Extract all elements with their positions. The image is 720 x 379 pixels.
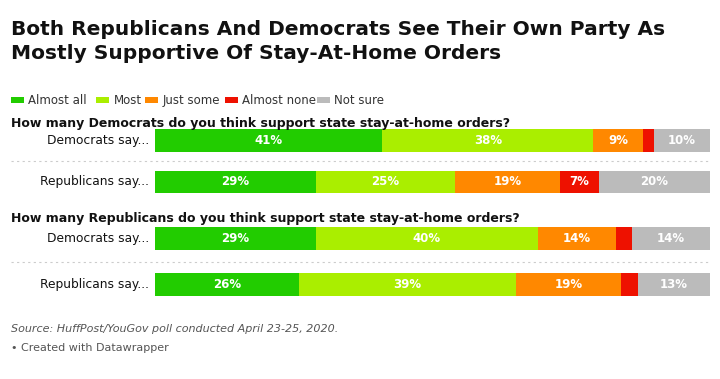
Text: 40%: 40% <box>413 232 441 245</box>
FancyBboxPatch shape <box>599 171 710 193</box>
Text: Republicans say...: Republicans say... <box>40 175 149 188</box>
Text: Not sure: Not sure <box>334 94 384 106</box>
FancyBboxPatch shape <box>638 273 710 296</box>
Text: 19%: 19% <box>493 175 521 188</box>
FancyBboxPatch shape <box>155 171 316 193</box>
Text: 14%: 14% <box>562 232 590 245</box>
FancyBboxPatch shape <box>382 129 593 152</box>
Text: 9%: 9% <box>608 134 629 147</box>
FancyBboxPatch shape <box>643 129 654 152</box>
Text: Almost all: Almost all <box>28 94 86 106</box>
FancyBboxPatch shape <box>632 227 710 250</box>
Text: Democrats say...: Democrats say... <box>47 134 149 147</box>
Text: How many Republicans do you think support state stay-at-home orders?: How many Republicans do you think suppor… <box>11 212 520 225</box>
Text: 26%: 26% <box>213 278 241 291</box>
FancyBboxPatch shape <box>299 273 516 296</box>
Text: How many Democrats do you think support state stay-at-home orders?: How many Democrats do you think support … <box>11 117 510 130</box>
Text: 7%: 7% <box>570 175 590 188</box>
FancyBboxPatch shape <box>155 129 382 152</box>
Text: Most: Most <box>114 94 142 106</box>
FancyBboxPatch shape <box>654 129 710 152</box>
FancyBboxPatch shape <box>145 97 158 103</box>
FancyBboxPatch shape <box>316 171 454 193</box>
Text: Source: HuffPost/YouGov poll conducted April 23-25, 2020.: Source: HuffPost/YouGov poll conducted A… <box>11 324 338 334</box>
Text: Both Republicans And Democrats See Their Own Party As: Both Republicans And Democrats See Their… <box>11 20 665 39</box>
FancyBboxPatch shape <box>155 227 316 250</box>
Text: 29%: 29% <box>221 232 249 245</box>
FancyBboxPatch shape <box>454 171 560 193</box>
FancyBboxPatch shape <box>560 171 599 193</box>
FancyBboxPatch shape <box>155 273 299 296</box>
Text: 29%: 29% <box>221 175 249 188</box>
Text: Republicans say...: Republicans say... <box>40 278 149 291</box>
Text: Just some: Just some <box>163 94 220 106</box>
FancyBboxPatch shape <box>621 273 638 296</box>
Text: • Created with Datawrapper: • Created with Datawrapper <box>11 343 168 353</box>
FancyBboxPatch shape <box>317 97 330 103</box>
Text: 13%: 13% <box>660 278 688 291</box>
Text: 39%: 39% <box>393 278 421 291</box>
Text: 10%: 10% <box>668 134 696 147</box>
Text: 25%: 25% <box>371 175 399 188</box>
Text: 20%: 20% <box>640 175 668 188</box>
Text: 14%: 14% <box>657 232 685 245</box>
Text: 19%: 19% <box>554 278 582 291</box>
FancyBboxPatch shape <box>96 97 109 103</box>
FancyBboxPatch shape <box>616 227 632 250</box>
FancyBboxPatch shape <box>225 97 238 103</box>
Text: Almost none: Almost none <box>243 94 316 106</box>
Text: Mostly Supportive Of Stay-At-Home Orders: Mostly Supportive Of Stay-At-Home Orders <box>11 44 501 63</box>
Text: 38%: 38% <box>474 134 502 147</box>
FancyBboxPatch shape <box>516 273 621 296</box>
Text: 41%: 41% <box>255 134 283 147</box>
FancyBboxPatch shape <box>538 227 616 250</box>
Text: Democrats say...: Democrats say... <box>47 232 149 245</box>
FancyBboxPatch shape <box>11 97 24 103</box>
FancyBboxPatch shape <box>316 227 538 250</box>
FancyBboxPatch shape <box>593 129 643 152</box>
